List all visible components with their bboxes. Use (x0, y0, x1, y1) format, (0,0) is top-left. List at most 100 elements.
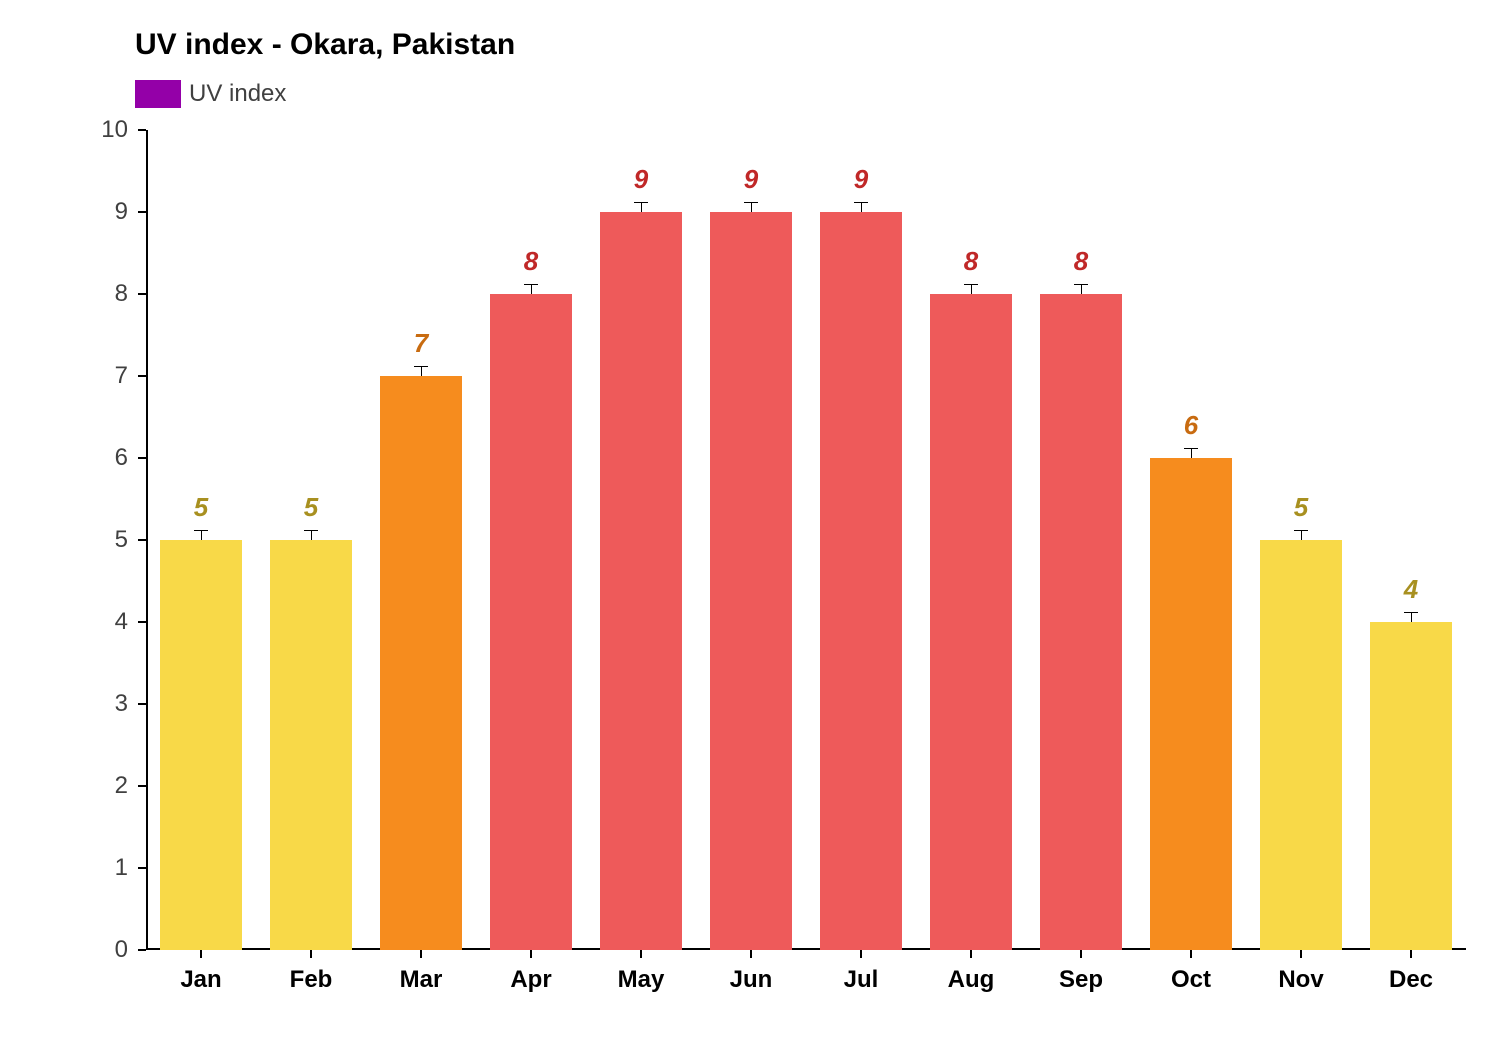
y-tick-label: 8 (78, 280, 128, 308)
x-tick-mark (200, 950, 202, 958)
bar-value-label: 9 (854, 164, 868, 195)
y-tick-label: 3 (78, 690, 128, 718)
x-tick-mark (1080, 950, 1082, 958)
bar (600, 212, 683, 950)
y-tick-mark (138, 785, 146, 787)
error-stem (201, 530, 202, 540)
y-tick-mark (138, 457, 146, 459)
y-tick-mark (138, 211, 146, 213)
y-tick-label: 10 (78, 116, 128, 144)
y-tick-label: 5 (78, 526, 128, 554)
error-cap (634, 202, 648, 203)
bar-value-label: 6 (1184, 410, 1198, 441)
y-tick-label: 0 (78, 936, 128, 964)
error-stem (1081, 284, 1082, 294)
bar-value-label: 5 (194, 492, 208, 523)
error-cap (1404, 612, 1418, 613)
x-tick-mark (420, 950, 422, 958)
y-tick-mark (138, 129, 146, 131)
y-tick-mark (138, 293, 146, 295)
x-tick-mark (310, 950, 312, 958)
bar-value-label: 8 (964, 246, 978, 277)
x-tick-mark (640, 950, 642, 958)
x-tick-mark (970, 950, 972, 958)
bar (160, 540, 243, 950)
bar (710, 212, 793, 950)
x-tick-mark (750, 950, 752, 958)
bar (490, 294, 573, 950)
x-tick-mark (1410, 950, 1412, 958)
error-stem (1411, 612, 1412, 622)
y-tick-mark (138, 867, 146, 869)
error-stem (1191, 448, 1192, 458)
x-tick-mark (860, 950, 862, 958)
x-tick-mark (1190, 950, 1192, 958)
error-cap (964, 284, 978, 285)
x-tick-label: Jan (180, 966, 221, 994)
y-tick-label: 6 (78, 444, 128, 472)
error-cap (1074, 284, 1088, 285)
y-axis-line (146, 130, 148, 950)
bar-value-label: 8 (1074, 246, 1088, 277)
bar (1150, 458, 1233, 950)
error-stem (311, 530, 312, 540)
x-tick-mark (530, 950, 532, 958)
plot-area: 0123456789105Jan5Feb7Mar8Apr9May9Jun9Jul… (146, 130, 1466, 950)
bar-value-label: 5 (304, 492, 318, 523)
error-stem (751, 202, 752, 212)
bar (380, 376, 463, 950)
error-stem (861, 202, 862, 212)
error-cap (194, 530, 208, 531)
x-tick-label: Jun (730, 966, 773, 994)
bar (930, 294, 1013, 950)
bar-value-label: 7 (414, 328, 428, 359)
error-stem (641, 202, 642, 212)
error-stem (1301, 530, 1302, 540)
x-tick-label: Oct (1171, 966, 1211, 994)
y-tick-mark (138, 949, 146, 951)
y-tick-mark (138, 703, 146, 705)
y-tick-label: 9 (78, 198, 128, 226)
x-tick-label: Apr (510, 966, 551, 994)
error-cap (1184, 448, 1198, 449)
error-cap (304, 530, 318, 531)
error-cap (414, 366, 428, 367)
y-tick-mark (138, 539, 146, 541)
x-tick-label: May (618, 966, 665, 994)
bar-value-label: 4 (1404, 574, 1418, 605)
bar-value-label: 8 (524, 246, 538, 277)
x-tick-label: Dec (1389, 966, 1433, 994)
x-tick-label: Feb (290, 966, 333, 994)
y-tick-mark (138, 621, 146, 623)
y-tick-label: 4 (78, 608, 128, 636)
bar (1040, 294, 1123, 950)
bar (1370, 622, 1453, 950)
y-tick-label: 7 (78, 362, 128, 390)
bar (1260, 540, 1343, 950)
x-tick-label: Sep (1059, 966, 1103, 994)
legend-swatch (135, 80, 181, 108)
y-tick-label: 1 (78, 854, 128, 882)
bar-value-label: 9 (634, 164, 648, 195)
error-stem (421, 366, 422, 376)
chart-container: UV index - Okara, Pakistan UV index 0 1 2 3… (0, 0, 1500, 1050)
y-tick-mark (138, 375, 146, 377)
error-stem (531, 284, 532, 294)
legend-label: UV index (189, 80, 286, 108)
error-cap (744, 202, 758, 203)
x-tick-label: Nov (1278, 966, 1323, 994)
y-tick-label: 2 (78, 772, 128, 800)
error-stem (971, 284, 972, 294)
x-tick-label: Aug (948, 966, 995, 994)
legend: UV index (135, 80, 286, 108)
bar (270, 540, 353, 950)
bar (820, 212, 903, 950)
chart-title: UV index - Okara, Pakistan (135, 28, 515, 62)
x-tick-label: Jul (844, 966, 879, 994)
x-tick-mark (1300, 950, 1302, 958)
error-cap (524, 284, 538, 285)
bar-value-label: 5 (1294, 492, 1308, 523)
error-cap (854, 202, 868, 203)
bar-value-label: 9 (744, 164, 758, 195)
x-tick-label: Mar (400, 966, 443, 994)
